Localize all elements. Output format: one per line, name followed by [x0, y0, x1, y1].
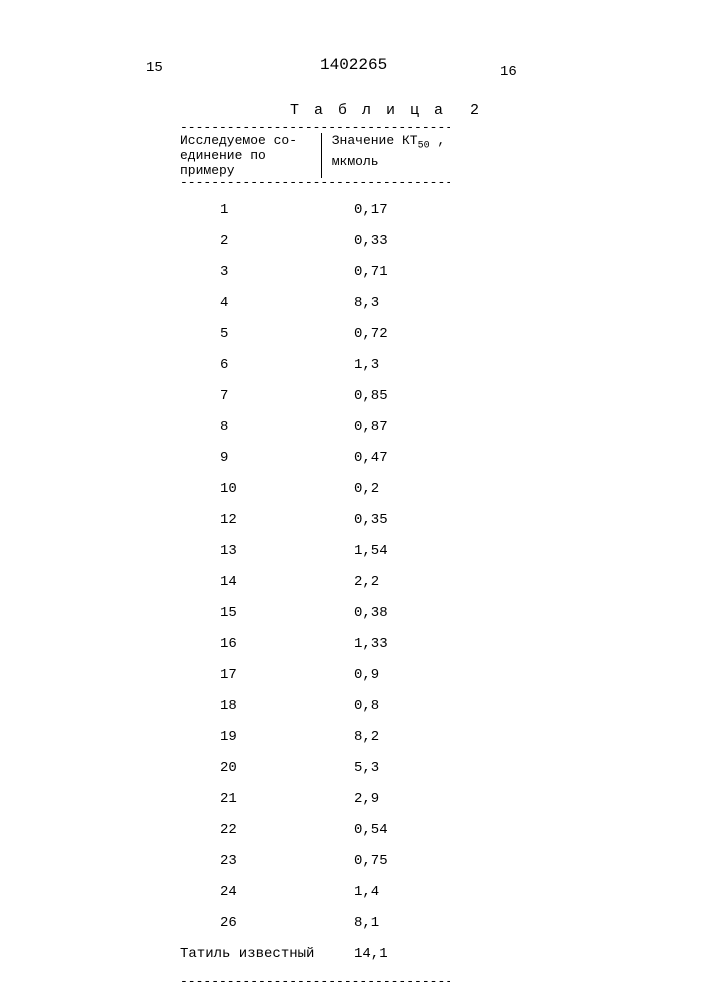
- table-caption: Т а б л и ц а 2: [290, 102, 707, 119]
- cell-compound: 17: [180, 667, 320, 683]
- table-row: 48,3: [180, 295, 450, 326]
- table-row: 20,33: [180, 233, 450, 264]
- table-row: 198,2: [180, 729, 450, 760]
- cell-value: 0,85: [320, 388, 450, 404]
- cell-compound: 20: [180, 760, 320, 776]
- cell-compound: 3: [180, 264, 320, 280]
- cell-value: 2,2: [320, 574, 450, 590]
- cell-compound: 14: [180, 574, 320, 590]
- cell-compound: 9: [180, 450, 320, 466]
- caption-prefix: Т а б л и ц а: [290, 102, 446, 119]
- page-number-left: 15: [146, 60, 163, 76]
- table-row: 10,17: [180, 202, 450, 233]
- cell-value: 0,17: [320, 202, 450, 218]
- cell-compound: 19: [180, 729, 320, 745]
- col1-header-line1: Исследуемое со-: [180, 133, 315, 148]
- cell-value: 0,47: [320, 450, 450, 466]
- col2-header-text: Значение КТ: [332, 133, 418, 148]
- table-row: 170,9: [180, 667, 450, 698]
- cell-compound: 1: [180, 202, 320, 218]
- cell-value: 0,87: [320, 419, 450, 435]
- cell-compound: 24: [180, 884, 320, 900]
- table-header: Исследуемое со- единение по примеру Знач…: [180, 133, 450, 178]
- cell-compound: 13: [180, 543, 320, 559]
- header-row: 15 1402265 16: [0, 60, 707, 82]
- table-row: 100,2: [180, 481, 450, 512]
- table-row: 161,33: [180, 636, 450, 667]
- table-row: 230,75: [180, 853, 450, 884]
- cell-compound: 7: [180, 388, 320, 404]
- table-row: 142,2: [180, 574, 450, 605]
- cell-value: 0,72: [320, 326, 450, 342]
- page-number-right: 16: [500, 64, 517, 80]
- table-row: 150,38: [180, 605, 450, 636]
- cell-compound: 22: [180, 822, 320, 838]
- cell-compound: 16: [180, 636, 320, 652]
- cell-compound: 15: [180, 605, 320, 621]
- column-1-header: Исследуемое со- единение по примеру: [180, 133, 321, 178]
- cell-compound: 12: [180, 512, 320, 528]
- cell-value: 2,9: [320, 791, 450, 807]
- column-2-header: Значение КТ50 , мкмоль: [322, 133, 450, 178]
- page: 15 1402265 16 Т а б л и ц а 2 ----------…: [0, 0, 707, 1000]
- table-row: 80,87: [180, 419, 450, 450]
- cell-value: 5,3: [320, 760, 450, 776]
- cell-value: 0,54: [320, 822, 450, 838]
- cell-value: 8,3: [320, 295, 450, 311]
- cell-value: 1,33: [320, 636, 450, 652]
- table-bottom-rule: -----------------------------------: [180, 977, 450, 987]
- table-body: 10,1720,3330,7148,350,7261,370,8580,8790…: [180, 188, 450, 977]
- cell-compound: 8: [180, 419, 320, 435]
- table-row: 50,72: [180, 326, 450, 357]
- cell-compound: 23: [180, 853, 320, 869]
- col2-header-line2: мкмоль: [332, 154, 450, 169]
- cell-value: 1,3: [320, 357, 450, 373]
- cell-value: 0,75: [320, 853, 450, 869]
- table-row: 220,54: [180, 822, 450, 853]
- table-row: 241,4: [180, 884, 450, 915]
- cell-compound: 10: [180, 481, 320, 497]
- table-header-rule: -----------------------------------: [180, 178, 450, 188]
- cell-value: 0,38: [320, 605, 450, 621]
- cell-compound: 6: [180, 357, 320, 373]
- cell-value: 8,1: [320, 915, 450, 931]
- document-number: 1402265: [320, 56, 387, 74]
- table-row: 90,47: [180, 450, 450, 481]
- cell-compound: 5: [180, 326, 320, 342]
- col1-header-line3: примеру: [180, 163, 315, 178]
- cell-value: 1,54: [320, 543, 450, 559]
- cell-compound: 18: [180, 698, 320, 714]
- caption-number: 2: [470, 102, 482, 119]
- cell-value: 0,71: [320, 264, 450, 280]
- cell-compound: 2: [180, 233, 320, 249]
- col2-header-comma: ,: [430, 133, 446, 148]
- table-row: 268,1: [180, 915, 450, 946]
- cell-value: 0,8: [320, 698, 450, 714]
- cell-compound: 21: [180, 791, 320, 807]
- cell-value: 8,2: [320, 729, 450, 745]
- cell-compound: 4: [180, 295, 320, 311]
- col2-header-line1: Значение КТ50 ,: [332, 133, 450, 154]
- table-row: 70,85: [180, 388, 450, 419]
- table-row: Татиль известный14,1: [180, 946, 450, 977]
- table-row: 205,3: [180, 760, 450, 791]
- table-row: 30,71: [180, 264, 450, 295]
- table-row: 212,9: [180, 791, 450, 822]
- cell-value: 0,35: [320, 512, 450, 528]
- cell-compound: 26: [180, 915, 320, 931]
- table-row: 131,54: [180, 543, 450, 574]
- table-top-rule: -----------------------------------: [180, 123, 450, 133]
- cell-value: 0,33: [320, 233, 450, 249]
- col2-header-subscript: 50: [418, 141, 430, 152]
- col1-header-line2: единение по: [180, 148, 315, 163]
- cell-value: 1,4: [320, 884, 450, 900]
- cell-value: 0,9: [320, 667, 450, 683]
- table-row: 120,35: [180, 512, 450, 543]
- cell-compound: Татиль известный: [180, 946, 320, 962]
- cell-value: 0,2: [320, 481, 450, 497]
- table-row: 61,3: [180, 357, 450, 388]
- cell-value: 14,1: [320, 946, 450, 962]
- table-row: 180,8: [180, 698, 450, 729]
